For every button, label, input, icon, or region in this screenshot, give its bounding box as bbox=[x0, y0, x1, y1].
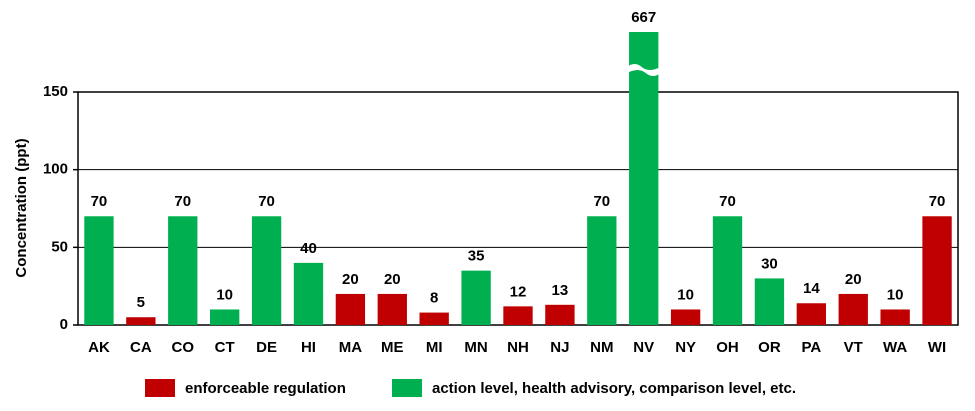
x-tick-label: ME bbox=[381, 339, 404, 356]
y-tick-label: 150 bbox=[43, 83, 68, 100]
data-label: 10 bbox=[216, 286, 233, 303]
bar bbox=[461, 270, 491, 325]
data-label: 10 bbox=[677, 286, 694, 303]
x-tick-label: CA bbox=[130, 339, 152, 356]
x-tick-label: VT bbox=[844, 339, 863, 356]
x-tick-label: DE bbox=[256, 339, 277, 356]
bar bbox=[922, 216, 952, 325]
legend-swatch bbox=[392, 379, 422, 397]
axis-break bbox=[627, 64, 661, 76]
data-label: 40 bbox=[300, 240, 317, 257]
bar bbox=[587, 216, 617, 325]
x-tick-label: OR bbox=[758, 339, 781, 356]
y-tick-label: 100 bbox=[43, 161, 68, 178]
bar bbox=[503, 306, 533, 325]
data-label: 12 bbox=[510, 283, 527, 300]
data-label: 5 bbox=[137, 294, 145, 311]
x-tick-label: CT bbox=[215, 339, 235, 356]
x-tick-label: NH bbox=[507, 339, 529, 356]
bar bbox=[293, 262, 324, 325]
data-label: 70 bbox=[258, 193, 275, 210]
data-label: 35 bbox=[468, 248, 485, 265]
data-label: 10 bbox=[887, 286, 904, 303]
bar bbox=[880, 309, 910, 325]
bar bbox=[670, 309, 701, 325]
x-tick-label: NV bbox=[633, 339, 654, 356]
data-label: 70 bbox=[91, 193, 108, 210]
bar bbox=[838, 293, 868, 325]
data-label: 70 bbox=[593, 193, 610, 210]
data-label: 14 bbox=[803, 280, 820, 297]
bar bbox=[377, 293, 407, 325]
bar bbox=[168, 216, 198, 325]
legend-label: enforceable regulation bbox=[185, 380, 346, 397]
bar bbox=[210, 309, 240, 325]
data-label: 20 bbox=[342, 271, 359, 288]
x-tick-label: OH bbox=[716, 339, 739, 356]
x-tick-label: MN bbox=[464, 339, 487, 356]
x-tick-label: CO bbox=[172, 339, 195, 356]
y-tick-label: 50 bbox=[51, 238, 68, 255]
data-label: 70 bbox=[719, 193, 736, 210]
legend-swatch bbox=[145, 379, 175, 397]
x-tick-label: MI bbox=[426, 339, 443, 356]
bar bbox=[629, 32, 659, 325]
data-label: 70 bbox=[174, 193, 191, 210]
bar bbox=[419, 312, 449, 325]
bar bbox=[84, 216, 114, 325]
x-tick-label: HI bbox=[301, 339, 316, 356]
bar bbox=[126, 317, 156, 325]
x-tick-label: WA bbox=[883, 339, 907, 356]
bar bbox=[796, 303, 826, 325]
legend-label: action level, health advisory, compariso… bbox=[432, 380, 796, 397]
bar bbox=[545, 304, 575, 325]
bar bbox=[754, 278, 785, 325]
y-axis-label: Concentration (ppt) bbox=[13, 138, 30, 277]
bar bbox=[251, 216, 282, 325]
data-label: 13 bbox=[552, 282, 569, 299]
data-label: 30 bbox=[761, 255, 778, 272]
y-tick-label: 0 bbox=[60, 316, 68, 333]
data-label: 20 bbox=[845, 271, 862, 288]
data-label: 20 bbox=[384, 271, 401, 288]
x-tick-label: PA bbox=[801, 339, 821, 356]
data-label: 8 bbox=[430, 290, 438, 307]
x-tick-label: NM bbox=[590, 339, 613, 356]
x-tick-label: NY bbox=[675, 339, 696, 356]
x-tick-label: NJ bbox=[550, 339, 569, 356]
x-tick-label: MA bbox=[339, 339, 362, 356]
data-label: 667 bbox=[631, 9, 656, 26]
bar bbox=[335, 293, 366, 325]
x-tick-label: WI bbox=[928, 339, 946, 356]
bar bbox=[712, 216, 743, 325]
data-label: 70 bbox=[929, 193, 946, 210]
x-tick-label: AK bbox=[88, 339, 110, 356]
